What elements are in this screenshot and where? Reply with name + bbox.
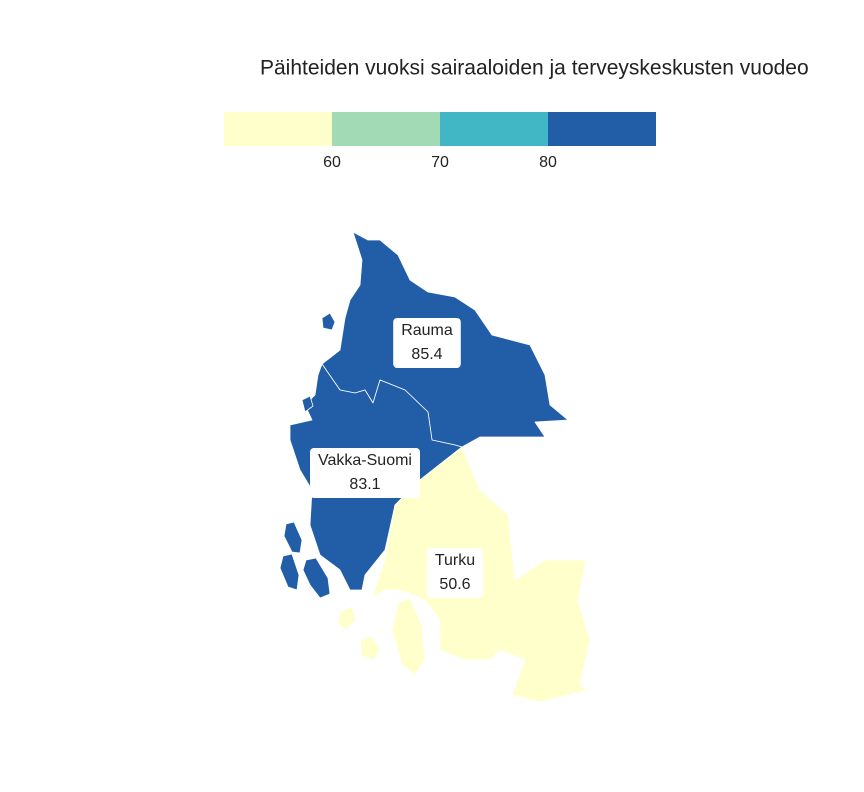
- region-name: Rauma: [401, 322, 453, 339]
- labels: Rauma 85.4 Vakka-Suomi 83.1 Turku 50.6: [310, 318, 484, 598]
- legend-swatch: [440, 112, 548, 146]
- region-value: 85.4: [411, 346, 442, 363]
- legend-tick-label: 80: [539, 154, 557, 171]
- island: [279, 553, 300, 591]
- legend-swatch: [332, 112, 440, 146]
- island: [337, 605, 357, 631]
- island: [359, 635, 381, 661]
- region-value: 83.1: [349, 476, 380, 493]
- region-name: Vakka-Suomi: [318, 452, 412, 469]
- label-box: [393, 318, 461, 368]
- region-value: 50.6: [439, 576, 470, 593]
- region-label: Vakka-Suomi 83.1: [310, 448, 420, 498]
- legend-tick-label: 60: [323, 154, 341, 171]
- island: [283, 521, 303, 554]
- region-name: Turku: [435, 552, 475, 569]
- island: [301, 395, 314, 413]
- label-box: [310, 448, 420, 498]
- region-label: Turku 50.6: [426, 548, 484, 598]
- legend: 60 70 80: [224, 112, 656, 171]
- island: [321, 312, 336, 331]
- island: [391, 597, 426, 676]
- legend-swatch: [224, 112, 332, 146]
- label-box: [426, 548, 484, 598]
- legend-tick-label: 70: [431, 154, 449, 171]
- map-title: Päihteiden vuoksi sairaaloiden ja tervey…: [260, 57, 809, 80]
- island: [302, 557, 331, 599]
- region-label: Rauma 85.4: [393, 318, 461, 368]
- legend-swatch: [548, 112, 656, 146]
